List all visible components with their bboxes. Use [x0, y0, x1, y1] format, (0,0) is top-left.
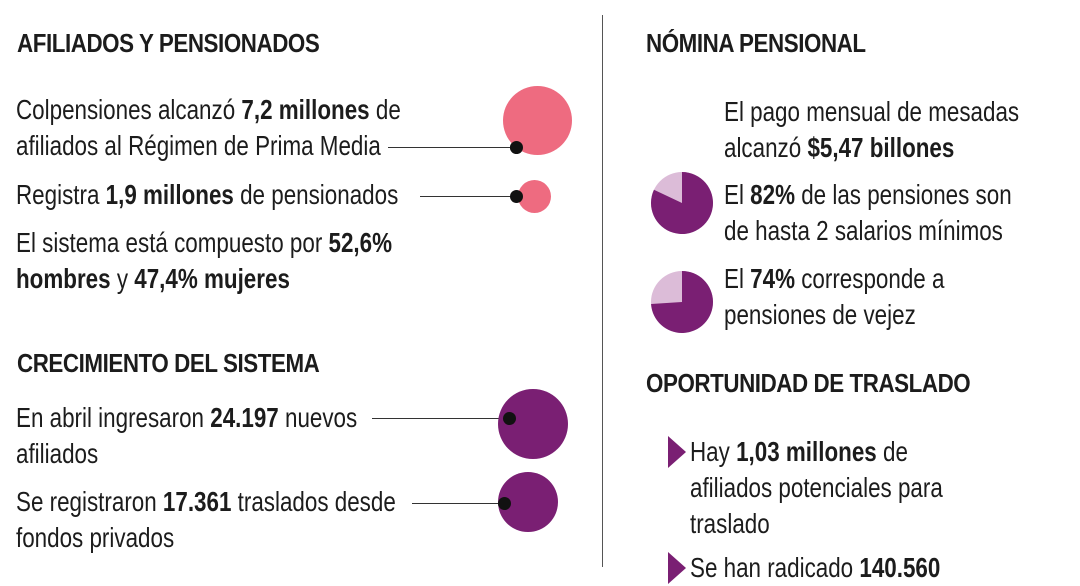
heading-crecimiento: CRECIMIENTO DEL SISTEMA: [17, 348, 320, 378]
connector-line: [412, 503, 504, 504]
heading-nomina: NÓMINA PENSIONAL: [646, 28, 866, 58]
traslados-text-1: Se registraron 17.361 traslados desde: [16, 486, 396, 517]
pie-82-icon: [651, 172, 713, 234]
connector-line: [372, 418, 512, 419]
pie-74-slice: [651, 271, 713, 333]
pensiones-74-text-1: El 74% corresponde a: [724, 263, 945, 294]
traslado-text-2: afiliados potenciales para: [690, 472, 943, 503]
heading-afiliados: AFILIADOS Y PENSIONADOS: [17, 28, 320, 58]
pensionados-bubble: [518, 180, 551, 213]
arrow-right-icon: [668, 436, 686, 468]
pensiones-82-text-2: de hasta 2 salarios mínimos: [724, 215, 1003, 246]
arrow-right-icon: [668, 552, 686, 584]
connector-dot: [510, 190, 523, 203]
composicion-text-1: El sistema está compuesto por 52,6%: [16, 227, 393, 258]
pensiones-82-text-1: El 82% de las pensiones son: [724, 179, 1012, 210]
heading-traslado: OPORTUNIDAD DE TRASLADO: [646, 368, 971, 398]
pie-74-icon: [651, 271, 713, 333]
traslado-text-3: traslado: [690, 508, 770, 539]
connector-line: [388, 147, 516, 148]
traslado-text-4: Se han radicado 140.560: [690, 552, 941, 583]
pie-82-slice: [651, 172, 713, 234]
pensionados-text: Registra 1,9 millones de pensionados: [16, 179, 399, 210]
column-divider: [602, 15, 603, 567]
afiliados-text-1: Colpensiones alcanzó 7,2 millones de: [16, 94, 401, 125]
connector-dot: [503, 412, 516, 425]
nomina-text-2: alcanzó $5,47 billones: [724, 132, 955, 163]
crecimiento-text-1: En abril ingresaron 24.197 nuevos: [16, 402, 358, 433]
afiliados-text-2: afiliados al Régimen de Prima Media: [16, 130, 381, 161]
composicion-text-2: hombres y 47,4% mujeres: [16, 263, 290, 294]
crecimiento-text-2: afiliados: [16, 438, 99, 469]
connector-dot: [510, 141, 523, 154]
connector-dot: [498, 497, 511, 510]
nomina-text-1: El pago mensual de mesadas: [724, 96, 1020, 127]
connector-line: [420, 196, 516, 197]
pensiones-74-text-2: pensiones de vejez: [724, 299, 916, 330]
traslado-text-1: Hay 1,03 millones de: [690, 436, 908, 467]
traslados-text-2: fondos privados: [16, 522, 175, 553]
